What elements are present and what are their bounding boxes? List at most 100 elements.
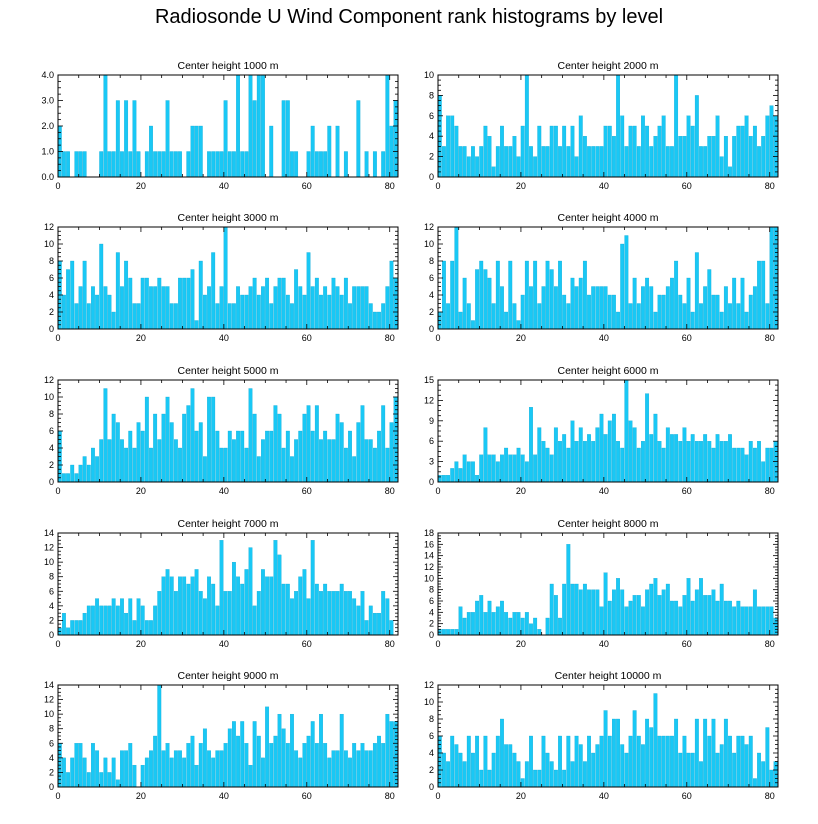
histogram-bar: [678, 294, 683, 330]
histogram-bar: [752, 286, 757, 330]
histogram-bar: [707, 269, 712, 330]
histogram-bar: [115, 422, 120, 483]
histogram-bar: [736, 735, 741, 788]
histogram-bar: [111, 757, 116, 788]
histogram-bar: [533, 617, 538, 636]
histogram-bar: [728, 166, 732, 178]
histogram-bar: [385, 447, 390, 483]
y-tick-label: 18: [424, 528, 434, 538]
histogram-bar: [265, 277, 270, 330]
histogram-bar: [211, 151, 216, 178]
histogram-bar: [352, 743, 357, 788]
histogram-bar: [512, 454, 517, 483]
x-tick-label: 20: [516, 639, 526, 649]
histogram-bar: [587, 735, 591, 788]
histogram-bar: [248, 764, 253, 788]
histogram-bar: [657, 294, 662, 330]
histogram-bar: [562, 125, 567, 178]
y-tick-label: 2.0: [41, 121, 54, 131]
histogram-bar: [462, 454, 467, 483]
histogram-bar: [682, 303, 687, 330]
histogram-bar: [682, 427, 687, 483]
histogram-bar: [441, 475, 446, 483]
histogram-bar: [603, 125, 608, 178]
histogram-bar: [339, 294, 344, 330]
histogram-bar: [356, 422, 361, 483]
histogram-bar: [194, 125, 199, 178]
histogram-bar: [252, 721, 257, 788]
histogram-bar: [132, 100, 137, 178]
histogram-bar: [364, 620, 369, 636]
histogram-bar: [372, 612, 377, 636]
histogram-bar: [377, 612, 381, 636]
histogram-bar: [140, 430, 145, 483]
histogram-panel-5: Center height 5000 m 0 20 40 60 80 0 2 4 6 8 10 12: [44, 365, 399, 496]
histogram-bar: [500, 125, 504, 178]
histogram-bar: [389, 620, 394, 636]
histogram-bar: [649, 286, 654, 330]
histogram-bar: [670, 434, 674, 483]
histogram-bar: [82, 757, 87, 788]
histogram-bar: [95, 750, 100, 788]
histogram-bar: [723, 718, 728, 788]
histogram-bar: [591, 752, 596, 788]
histogram-bar: [595, 589, 600, 636]
x-tick-label: 0: [55, 791, 60, 801]
histogram-bar: [149, 286, 153, 330]
histogram-bar: [446, 629, 450, 636]
histogram-bar: [236, 74, 240, 178]
y-tick-label: 10: [424, 573, 434, 583]
histogram-bar: [466, 303, 471, 330]
histogram-bar: [107, 605, 112, 636]
x-tick-label: 20: [516, 333, 526, 343]
histogram-bar: [574, 583, 579, 636]
histogram-bar: [657, 125, 662, 178]
histogram-bar: [157, 439, 162, 483]
histogram-bar: [343, 591, 348, 636]
histogram-bar: [636, 146, 641, 178]
histogram-bar: [471, 752, 475, 788]
histogram-bar: [491, 303, 496, 330]
histogram-bar: [736, 447, 741, 483]
y-tick-label: 2: [49, 307, 54, 317]
histogram-bar: [111, 311, 116, 330]
histogram-bar: [99, 772, 104, 788]
histogram-bar: [368, 605, 373, 636]
histogram-bar: [95, 456, 100, 483]
histogram-bar: [356, 605, 361, 636]
x-tick-label: 80: [385, 791, 395, 801]
histogram-bar: [553, 595, 558, 636]
histogram-bar: [653, 693, 658, 788]
x-tick-label: 40: [599, 486, 609, 496]
histogram-bar: [377, 311, 381, 330]
histogram-bar: [356, 286, 361, 330]
histogram-bar: [277, 413, 282, 483]
histogram-bar: [240, 721, 245, 788]
y-tick-label: 3.0: [41, 96, 54, 106]
histogram-bar: [144, 277, 149, 330]
histogram-bar: [699, 578, 703, 636]
histogram-bar: [603, 286, 608, 330]
histogram-bar: [223, 447, 228, 483]
histogram-bar: [302, 743, 307, 788]
x-tick-label: 40: [219, 791, 229, 801]
histogram-bar: [649, 727, 654, 788]
histogram-bar: [562, 583, 567, 636]
histogram-panel-2: Center height 2000 m 0 20 40 60 80 0 2 4 6 8 10: [424, 60, 779, 191]
histogram-bar: [248, 286, 253, 330]
panel-title: Center height 5000 m: [178, 365, 279, 377]
histogram-bar: [454, 461, 459, 483]
histogram-bar: [169, 576, 174, 636]
x-tick-label: 80: [765, 639, 775, 649]
y-tick-label: 16: [424, 539, 434, 549]
histogram-bar: [198, 125, 203, 178]
histogram-bar: [231, 439, 236, 483]
histogram-bar: [612, 413, 616, 483]
histogram-bar: [302, 294, 307, 330]
y-tick-label: 12: [44, 543, 54, 553]
histogram-bar: [719, 583, 724, 636]
histogram-bar: [207, 396, 211, 483]
histogram-bar: [479, 260, 484, 330]
histogram-bar: [327, 591, 332, 636]
histogram-bar: [74, 473, 79, 483]
